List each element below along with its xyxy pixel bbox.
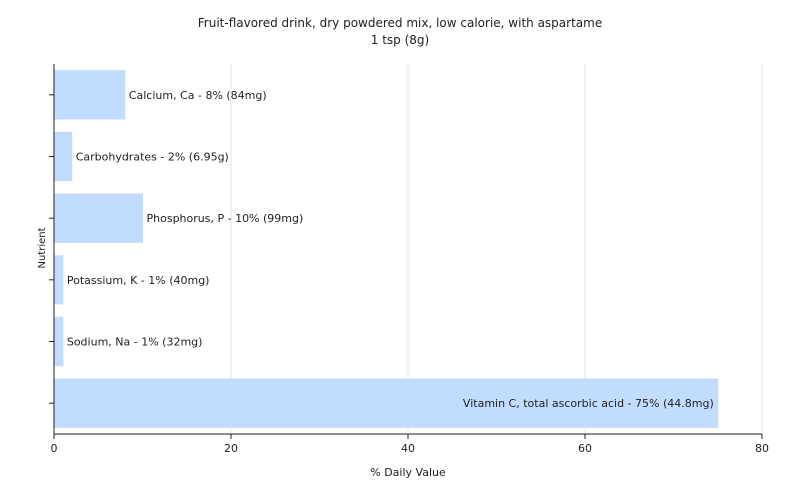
bar-label: Carbohydrates - 2% (6.95g) [76, 151, 229, 164]
x-tick-label: 60 [578, 442, 592, 455]
chart-subtitle: 1 tsp (8g) [370, 33, 430, 47]
x-tick-label: 80 [755, 442, 769, 455]
bar-label: Calcium, Ca - 8% (84mg) [129, 89, 267, 102]
bar [54, 316, 64, 367]
bar-label: Potassium, K - 1% (40mg) [67, 274, 210, 287]
axes [49, 64, 763, 439]
bar-labels: Calcium, Ca - 8% (84mg) Carbohydrates - 2… [67, 89, 714, 410]
chart-title: Fruit-flavored drink, dry powdered mix, … [197, 16, 603, 30]
bar [54, 378, 719, 428]
bar [54, 255, 64, 305]
bar-label: Vitamin C, total ascorbic acid - 75% (44… [463, 397, 714, 410]
bar [54, 131, 73, 182]
bars [54, 70, 719, 428]
y-axis-label: Nutrient [37, 227, 48, 268]
x-tick-label: 40 [401, 442, 415, 455]
x-axis-label: % Daily Value [370, 466, 446, 479]
x-tick-labels: 0 20 40 60 80 [51, 442, 770, 455]
bar [54, 70, 126, 120]
bar-label: Phosphorus, P - 10% (99mg) [147, 212, 304, 225]
grid-lines [230, 64, 763, 434]
x-tick-label: 0 [51, 442, 58, 455]
x-tick-label: 20 [224, 442, 238, 455]
bar [54, 193, 143, 243]
bar-label: Sodium, Na - 1% (32mg) [67, 336, 203, 349]
